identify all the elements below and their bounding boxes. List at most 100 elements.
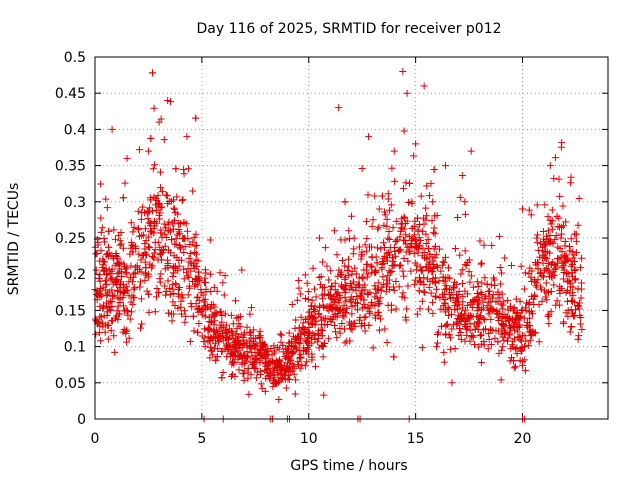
data-point (571, 276, 579, 284)
data-point (513, 344, 521, 352)
data-point (420, 220, 428, 228)
data-point (357, 255, 365, 263)
data-point (480, 341, 488, 349)
data-point (156, 275, 164, 283)
data-point (137, 295, 145, 303)
data-point (256, 359, 264, 367)
data-point (131, 284, 139, 292)
data-point (384, 190, 392, 198)
data-point (558, 223, 566, 231)
data-point (200, 338, 208, 346)
data-point (301, 362, 309, 370)
data-point (401, 237, 409, 245)
data-point (160, 136, 168, 144)
data-point (521, 356, 529, 364)
data-point (493, 307, 501, 315)
data-point (365, 321, 373, 329)
data-point (111, 348, 119, 356)
data-point (482, 292, 490, 300)
data-point (236, 323, 244, 331)
data-point (533, 234, 541, 242)
data-point (296, 364, 304, 372)
data-point (463, 301, 471, 309)
data-point (113, 255, 121, 263)
data-point (169, 298, 177, 306)
data-point (258, 384, 266, 392)
data-point (188, 303, 196, 311)
data-point (294, 358, 302, 366)
data-point (487, 305, 495, 313)
data-point (339, 257, 347, 265)
data-point (251, 345, 259, 353)
data-point (555, 301, 563, 309)
data-point (496, 263, 504, 271)
data-point (510, 364, 518, 372)
data-point (155, 289, 163, 297)
x-tick-label: 20 (514, 431, 532, 447)
data-point (168, 219, 176, 227)
data-point (274, 358, 282, 366)
data-point (354, 299, 362, 307)
data-point (364, 191, 372, 199)
data-point (385, 206, 393, 214)
data-point (157, 246, 165, 254)
data-point (228, 371, 236, 379)
data-point (442, 321, 450, 329)
x-axis-ticks: 0 5 10 15 20 (91, 57, 532, 447)
data-point (429, 229, 437, 237)
data-point (375, 223, 383, 231)
data-point (557, 234, 565, 242)
data-point (289, 361, 297, 369)
data-point (469, 297, 477, 305)
data-point (571, 306, 579, 314)
data-point (162, 288, 170, 296)
data-point (130, 223, 138, 231)
data-point (363, 247, 371, 255)
data-point (283, 345, 291, 353)
data-point (108, 125, 116, 133)
data-point (345, 271, 353, 279)
data-point (295, 324, 303, 332)
data-point (333, 334, 341, 342)
data-point (329, 303, 337, 311)
data-point (561, 253, 569, 261)
data-point (318, 316, 326, 324)
data-point (170, 310, 178, 318)
data-point (273, 344, 281, 352)
data-point (374, 279, 382, 287)
data-point (240, 329, 248, 337)
data-point (285, 376, 293, 384)
data-point (128, 308, 136, 316)
data-point (440, 348, 448, 356)
data-point (371, 282, 379, 290)
data-point (178, 197, 186, 205)
data-point (444, 264, 452, 272)
data-point (481, 274, 489, 282)
data-point (304, 331, 312, 339)
data-point (157, 229, 165, 237)
data-point (498, 346, 506, 354)
data-point (352, 286, 360, 294)
data-point (386, 251, 394, 259)
data-point (141, 269, 149, 277)
data-point (574, 301, 582, 309)
data-point (341, 282, 349, 290)
data-point (271, 349, 279, 357)
data-point (363, 235, 371, 243)
data-point (373, 259, 381, 267)
data-point (440, 258, 448, 266)
data-point (217, 308, 225, 316)
data-point (561, 252, 569, 260)
data-point (418, 344, 426, 352)
data-point (247, 329, 255, 337)
data-point (176, 219, 184, 227)
data-point (101, 286, 109, 294)
data-point (455, 331, 463, 339)
data-point (487, 315, 495, 323)
data-point (416, 279, 424, 287)
data-point (170, 289, 178, 297)
data-point (388, 268, 396, 276)
data-point (189, 312, 197, 320)
data-point (417, 277, 425, 285)
data-point (511, 363, 519, 371)
